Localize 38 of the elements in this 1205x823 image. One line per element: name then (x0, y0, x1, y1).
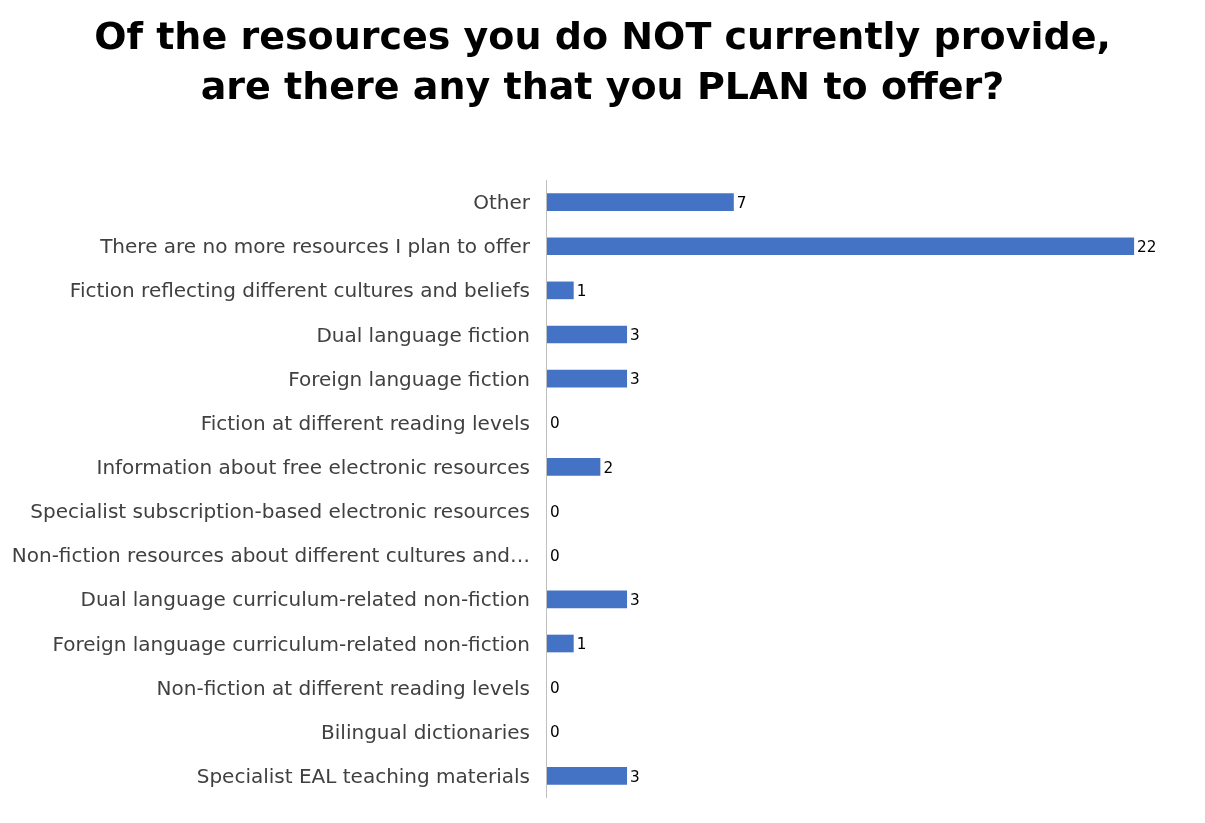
data-label: 22 (1137, 237, 1157, 256)
bar (547, 369, 628, 388)
y-tick-label: There are no more resources I plan to offer (99, 234, 531, 259)
y-tick-label: Other (473, 190, 531, 215)
bar (547, 281, 574, 300)
y-tick-label: Non-fiction resources about different cultures and… (11, 543, 530, 568)
data-label: 3 (630, 326, 640, 345)
data-label: 0 (550, 414, 560, 433)
chart-title: Of the resources you do NOT currently provide, are there any that you PLAN to offer? (94, 14, 1111, 108)
y-tick-label: Fiction reflecting different cultures and beliefs (69, 278, 530, 303)
data-label: 2 (603, 458, 614, 477)
y-tick-label: Non-fiction at different reading levels (156, 675, 530, 700)
data-label: 1 (576, 635, 587, 654)
bar (547, 193, 734, 211)
data-label: 0 (550, 546, 560, 565)
y-tick-label: Dual language curriculum-related non-fiction (80, 587, 530, 612)
data-label: 1 (576, 281, 587, 300)
y-tick-label: Foreign language curriculum-related non-fiction (52, 631, 530, 656)
data-label: 7 (736, 193, 747, 212)
bar (547, 634, 574, 653)
y-tick-label: Specialist EAL teaching materials (196, 763, 530, 788)
bar (547, 767, 628, 785)
y-tick-label: Information about free electronic resources (96, 454, 530, 479)
data-label: 0 (550, 723, 560, 742)
y-tick-label: Bilingual dictionaries (321, 719, 530, 744)
bar (547, 590, 628, 609)
y-tick-label: Dual language fiction (316, 322, 530, 347)
data-label: 3 (630, 767, 640, 786)
data-label: 0 (550, 502, 560, 521)
data-label: 0 (550, 679, 560, 698)
y-tick-label: Specialist subscription-based electronic resources (30, 499, 530, 524)
data-label: 3 (630, 370, 640, 389)
y-tick-label: Foreign language fiction (288, 366, 530, 391)
bar (547, 325, 628, 344)
bar (547, 458, 601, 476)
y-tick-label: Fiction at different reading levels (200, 410, 530, 435)
bar (547, 237, 1135, 256)
data-label: 3 (630, 590, 640, 609)
